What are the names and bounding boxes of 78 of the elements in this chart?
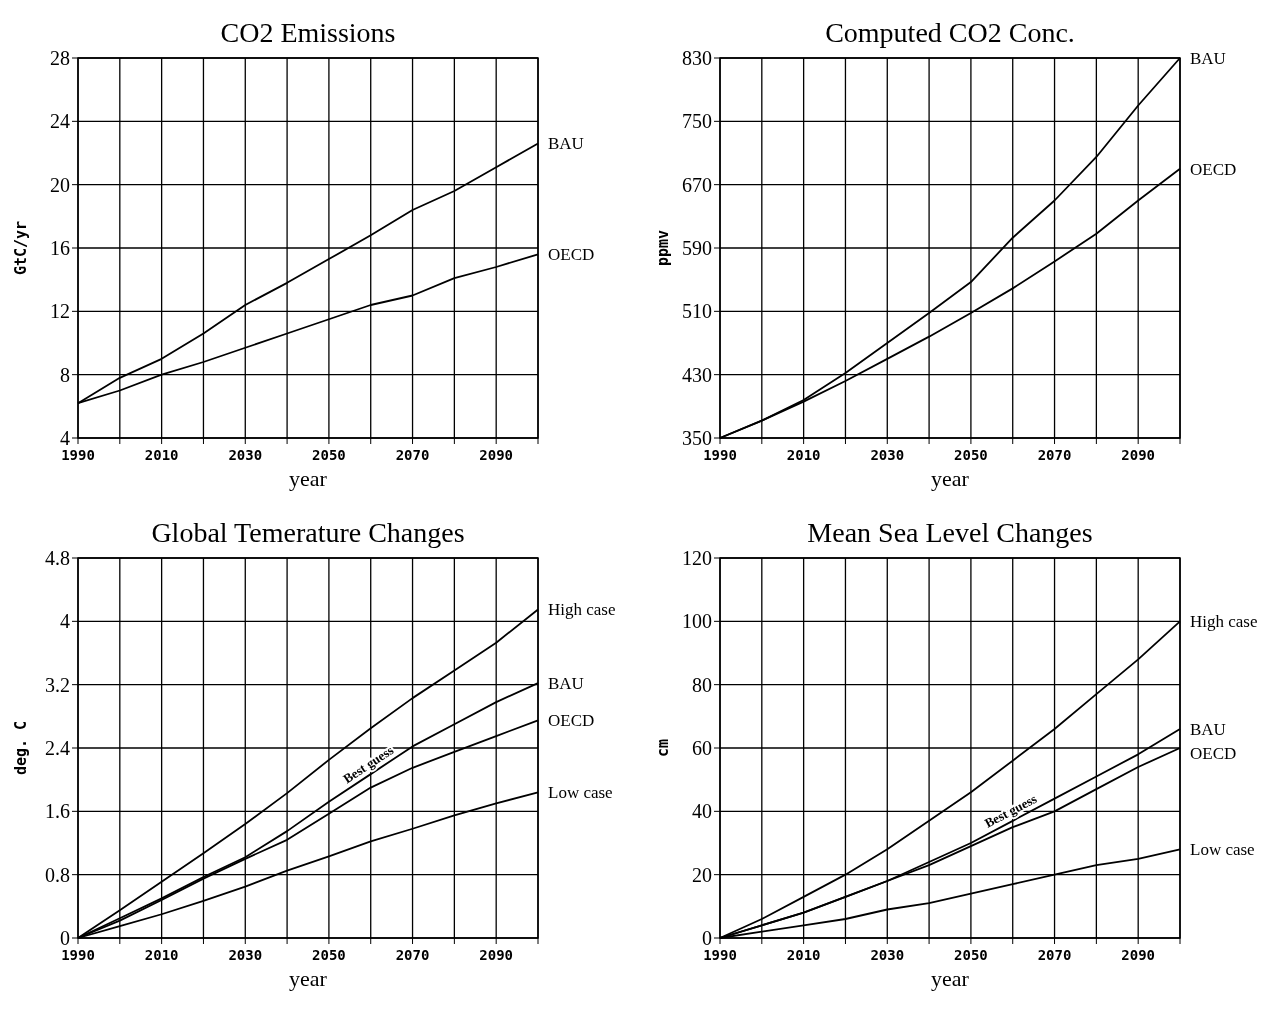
- y-tick-label: 830: [682, 47, 712, 69]
- x-tick-label: 2070: [1037, 947, 1072, 963]
- x-tick-label: 2090: [1121, 447, 1156, 463]
- x-tick-label: 2030: [228, 947, 263, 963]
- y-tick-label: 100: [682, 610, 712, 633]
- y-tick-label: 20: [50, 173, 70, 196]
- series-label: Low case: [548, 783, 613, 803]
- x-tick-label: 1990: [61, 447, 95, 463]
- annotation: Best guess: [340, 742, 397, 787]
- x-tick-label: 2050: [954, 447, 988, 463]
- y-axis-title: ppmv: [654, 229, 672, 267]
- series-label: BAU: [548, 134, 584, 154]
- y-tick-label: 4.8: [45, 547, 70, 569]
- y-tick-label: 16: [50, 237, 70, 259]
- y-tick-label: 430: [682, 363, 712, 386]
- x-axis-title: year: [931, 466, 970, 491]
- y-tick-label: 3.2: [45, 673, 70, 696]
- y-tick-label: 4: [60, 610, 70, 633]
- x-tick-label: 2010: [144, 447, 179, 463]
- series-label: BAU: [1190, 48, 1226, 68]
- x-tick-label: 2010: [144, 947, 179, 963]
- x-tick-label: 2010: [786, 947, 821, 963]
- y-tick-label: 350: [682, 427, 712, 449]
- x-tick-label: 2050: [312, 947, 346, 963]
- series-label: High case: [548, 600, 616, 620]
- y-tick-label: 4: [60, 427, 70, 449]
- y-tick-label: 510: [682, 300, 712, 323]
- series-label: High case: [1190, 612, 1258, 632]
- series-label: OECD: [548, 711, 595, 731]
- x-tick-label: 2030: [228, 447, 263, 463]
- y-tick-label: 590: [682, 237, 712, 259]
- y-tick-label: 24: [50, 110, 70, 133]
- annotation: Best guess: [982, 790, 1040, 831]
- x-tick-label: 2010: [786, 447, 821, 463]
- y-tick-label: 80: [692, 673, 712, 696]
- y-axis-title: GtC/yr: [12, 220, 30, 276]
- series-label: OECD: [1190, 159, 1237, 179]
- x-tick-label: 2030: [870, 447, 905, 463]
- x-tick-label: 2090: [1121, 947, 1156, 963]
- y-tick-label: 20: [692, 863, 712, 886]
- x-tick-label: 2050: [954, 947, 988, 963]
- x-axis-title: year: [289, 466, 328, 491]
- y-tick-label: 0.8: [45, 863, 70, 886]
- y-tick-label: 670: [682, 173, 712, 196]
- x-tick-label: 1990: [61, 947, 95, 963]
- x-tick-label: 2070: [395, 447, 430, 463]
- x-axis-title: year: [289, 966, 328, 991]
- series-label: BAU: [1190, 719, 1226, 739]
- y-tick-label: 1.6: [45, 800, 70, 823]
- chart-title: Mean Sea Level Changes: [807, 517, 1093, 548]
- chart-title: CO2 Emissions: [220, 17, 396, 48]
- y-tick-label: 8: [60, 363, 70, 386]
- y-tick-label: 0: [60, 927, 70, 949]
- series-label: Low case: [1190, 840, 1255, 860]
- x-tick-label: 1990: [703, 947, 737, 963]
- y-tick-label: 12: [50, 300, 70, 323]
- x-tick-label: 2030: [870, 947, 905, 963]
- series-label: OECD: [548, 245, 595, 265]
- y-tick-label: 0: [702, 927, 712, 949]
- x-tick-label: 2090: [479, 947, 514, 963]
- y-tick-label: 40: [692, 800, 712, 823]
- chart-title: Computed CO2 Conc.: [825, 17, 1075, 48]
- y-tick-label: 2.4: [45, 737, 70, 759]
- x-tick-label: 1990: [703, 447, 737, 463]
- y-tick-label: 120: [682, 547, 712, 569]
- y-tick-label: 60: [692, 737, 712, 759]
- y-tick-label: 28: [50, 47, 70, 69]
- series-label: OECD: [1190, 743, 1237, 763]
- series-label: BAU: [548, 674, 584, 694]
- x-tick-label: 2070: [1037, 447, 1072, 463]
- x-tick-label: 2090: [479, 447, 514, 463]
- x-tick-label: 2070: [395, 947, 430, 963]
- y-axis-title: deg. C: [12, 720, 30, 776]
- x-axis-title: year: [931, 966, 970, 991]
- x-tick-label: 2050: [312, 447, 346, 463]
- y-axis-title: cm: [654, 738, 672, 758]
- chart-title: Global Temerature Changes: [151, 517, 465, 548]
- y-tick-label: 750: [682, 110, 712, 133]
